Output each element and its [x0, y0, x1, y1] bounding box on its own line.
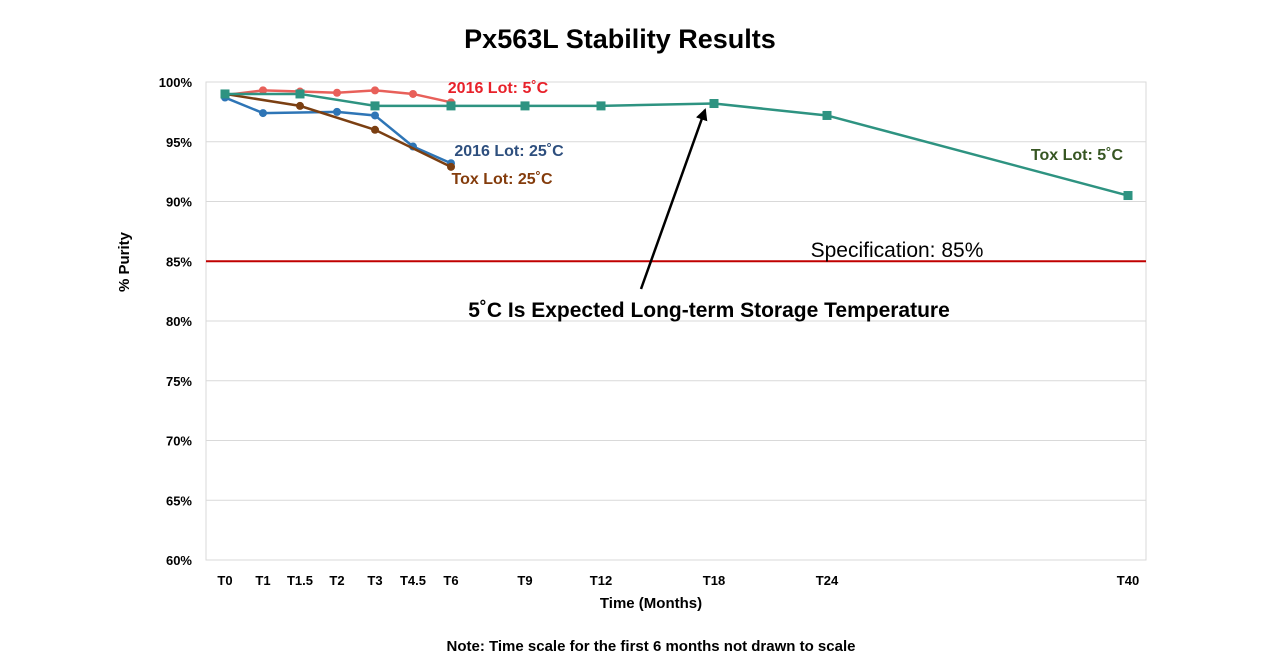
series-label-2016-lot-25c: 2016 Lot: 25˚C [454, 143, 564, 160]
data-point [371, 125, 379, 134]
series-3 [220, 89, 1133, 201]
x-tick-label: T9 [517, 573, 532, 588]
gridlines [205, 81, 1147, 561]
series-1 [221, 93, 455, 168]
data-point [409, 89, 417, 98]
chart-title: Px563L Stability Results [464, 24, 776, 54]
specification-label: Specification: 85% [811, 239, 984, 262]
y-tick-label: 75% [166, 374, 192, 389]
y-tick-label: 100% [159, 75, 193, 90]
y-axis-ticks: 60% 65% 70% 75% 80% 85% 90% 95% 100% [159, 75, 193, 568]
y-tick-label: 70% [166, 434, 192, 449]
data-point [371, 111, 379, 120]
x-tick-label: T4.5 [400, 573, 426, 588]
series-line [224, 92, 452, 168]
y-tick-label: 85% [166, 254, 192, 269]
x-tick-label: T1 [255, 573, 270, 588]
annotation-arrow [639, 108, 708, 290]
data-point [220, 89, 230, 99]
x-tick-label: T12 [590, 573, 612, 588]
data-point [371, 86, 379, 95]
series-label-tox-lot-25c: Tox Lot: 25˚C [451, 171, 552, 188]
series-0 [221, 86, 455, 107]
y-tick-label: 65% [166, 493, 192, 508]
x-tick-label: T3 [367, 573, 382, 588]
series-line [225, 92, 1129, 197]
data-point [520, 101, 530, 111]
x-tick-label: T2 [329, 573, 344, 588]
series-label-tox-lot-5c: Tox Lot: 5˚C [1031, 147, 1124, 164]
data-point [370, 101, 380, 111]
data-point [259, 86, 267, 95]
y-axis-label: % Purity [116, 231, 133, 292]
data-point [596, 101, 606, 111]
data-point [333, 107, 341, 116]
data-point [1123, 191, 1133, 201]
y-tick-label: 80% [166, 314, 192, 329]
data-point [447, 162, 455, 171]
series-label-2016-lot-5c: 2016 Lot: 5˚C [448, 80, 549, 97]
x-tick-label: T1.5 [287, 573, 313, 588]
y-tick-label: 60% [166, 553, 192, 568]
x-tick-label: T0 [217, 573, 232, 588]
series-2 [221, 89, 455, 171]
chart-note: Note: Time scale for the first 6 months … [447, 638, 856, 655]
y-tick-label: 95% [166, 135, 192, 150]
x-tick-label: T24 [816, 573, 839, 588]
storage-annotation: 5˚C Is Expected Long-term Storage Temper… [468, 299, 950, 322]
data-point [296, 101, 304, 110]
data-point [333, 88, 341, 97]
data-point [259, 109, 267, 118]
x-axis-ticks: T0 T1 T1.5 T2 T3 T4.5 T6 T9 T12 T18 T24 T40 [217, 573, 1139, 588]
y-tick-label: 90% [166, 195, 192, 210]
data-point [446, 101, 456, 111]
data-point [295, 89, 305, 99]
series-group [220, 86, 1133, 201]
x-tick-label: T18 [703, 573, 725, 588]
data-point [709, 99, 719, 109]
x-axis-label: Time (Months) [600, 595, 702, 612]
series-line [224, 96, 452, 165]
x-tick-label: T6 [443, 573, 458, 588]
x-tick-label: T40 [1117, 573, 1139, 588]
data-point [822, 110, 832, 120]
